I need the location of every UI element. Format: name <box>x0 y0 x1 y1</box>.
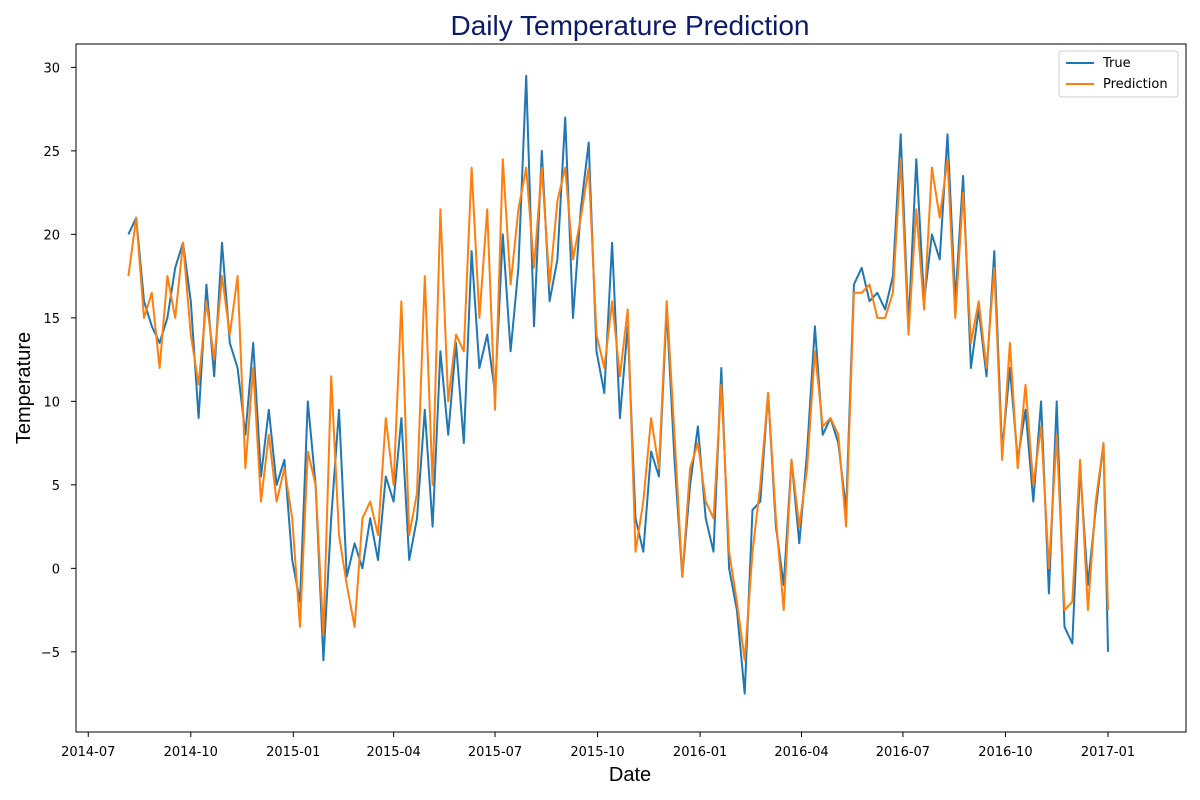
x-tick-label: 2015-07 <box>468 745 522 760</box>
x-tick-label: 2014-07 <box>61 745 115 760</box>
plot-area <box>75 43 1187 733</box>
y-tick-label: 30 <box>43 61 60 76</box>
series-line-true <box>127 74 1109 695</box>
legend: True Prediction <box>1058 50 1179 98</box>
y-tick-label: 0 <box>52 562 60 577</box>
x-tick-label: 2017-01 <box>1081 745 1135 760</box>
x-tick-label: 2014-10 <box>164 745 218 760</box>
x-tick-label: 2016-10 <box>978 745 1032 760</box>
series-line-prediction <box>127 158 1109 662</box>
y-tick-label: 5 <box>52 479 60 494</box>
x-tick-label: 2016-01 <box>673 745 727 760</box>
x-tick-label: 2016-07 <box>876 745 930 760</box>
x-tick-label: 2016-04 <box>774 745 828 760</box>
plot-frame <box>75 43 1187 733</box>
y-axis-label: Temperature <box>13 332 35 444</box>
series-layer <box>127 74 1109 695</box>
x-axis: 2014-07 2014-10 2015-01 2015-04 2015-07 2015-… <box>61 732 1135 760</box>
legend-label-true: True <box>1102 56 1131 71</box>
x-tick-label: 2015-10 <box>570 745 624 760</box>
y-tick-label: 20 <box>43 228 60 243</box>
legend-label-prediction: Prediction <box>1103 77 1168 92</box>
y-tick-label: 25 <box>43 145 60 160</box>
y-tick-label: 10 <box>43 395 60 410</box>
y-tick-label: −5 <box>41 646 60 661</box>
y-tick-label: 15 <box>43 312 60 327</box>
x-tick-label: 2015-01 <box>266 745 320 760</box>
y-axis: −5 0 5 10 15 20 25 30 <box>41 61 76 661</box>
x-tick-label: 2015-04 <box>366 745 420 760</box>
x-axis-label: Date <box>609 764 651 786</box>
chart-title: Daily Temperature Prediction <box>451 10 810 41</box>
